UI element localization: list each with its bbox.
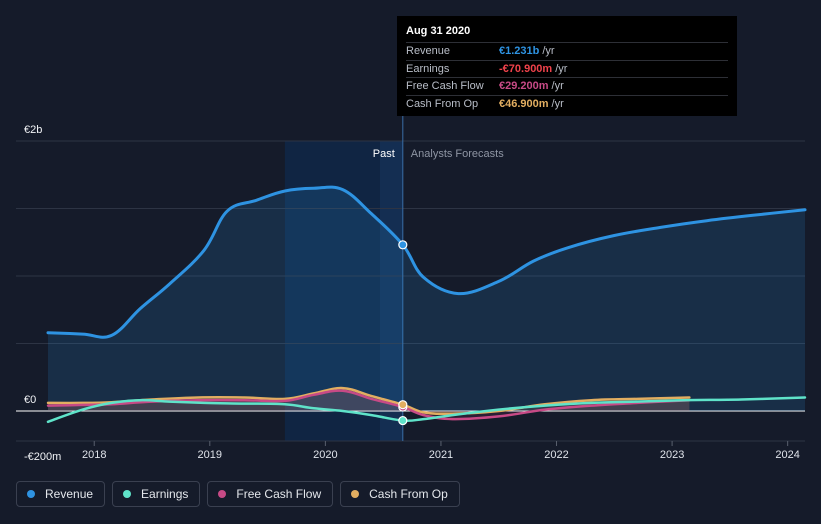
tooltip-unit: /yr — [542, 45, 555, 57]
legend-label: Earnings — [141, 487, 189, 501]
x-tick-label: 2020 — [313, 449, 337, 461]
y-axis-label: -€200m — [24, 451, 61, 463]
chart-legend: Revenue Earnings Free Cash Flow Cash Fro… — [16, 481, 460, 507]
legend-item-cash-from-op[interactable]: Cash From Op — [340, 481, 460, 507]
x-tick-label: 2019 — [198, 449, 222, 461]
tooltip-row-cash-from-op: Cash From Op €46.900m /yr — [406, 94, 728, 113]
tooltip-value: €1.231b — [499, 45, 540, 57]
legend-label: Free Cash Flow — [236, 487, 322, 501]
free-cash-flow-dot-icon — [218, 490, 227, 498]
tooltip-label: Revenue — [406, 45, 451, 57]
legend-item-revenue[interactable]: Revenue — [16, 481, 106, 507]
x-tick-label: 2021 — [429, 449, 453, 461]
tooltip-label: Earnings — [406, 62, 450, 75]
x-tick-label: 2018 — [82, 449, 106, 461]
x-tick-label: 2023 — [660, 449, 684, 461]
series-area — [48, 390, 690, 420]
y-axis-label: €2b — [24, 124, 42, 136]
tooltip-value: €46.900m — [499, 97, 549, 110]
y-axis-label: €0 — [24, 394, 36, 406]
x-tick-label: 2022 — [544, 449, 568, 461]
hover-marker — [398, 415, 408, 426]
legend-item-earnings[interactable]: Earnings — [112, 481, 201, 507]
data-tooltip: Aug 31 2020 Revenue €1.231b /yr Earnings… — [397, 16, 737, 116]
hover-marker — [398, 240, 408, 250]
past-label: Past — [373, 148, 395, 160]
tooltip-row-earnings: Earnings -€70.900m /yr — [406, 59, 728, 78]
series-line-free-cash-flow — [46, 389, 691, 421]
hover-band — [380, 141, 403, 441]
legend-label: Revenue — [45, 487, 94, 501]
legend-label: Cash From Op — [369, 487, 448, 501]
tooltip-date: Aug 31 2020 — [406, 25, 471, 37]
hover-marker — [398, 400, 408, 410]
tooltip-unit: /yr — [551, 97, 564, 110]
tooltip-row-free-cash-flow: Free Cash Flow €29.200m /yr — [406, 77, 728, 95]
forecast-label: Analysts Forecasts — [411, 148, 504, 160]
tooltip-value: -€70.900m — [499, 62, 553, 75]
series-line-revenue — [46, 185, 807, 339]
tooltip-row-revenue: Revenue €1.231b /yr — [406, 42, 728, 60]
tooltip-value: €29.200m — [499, 80, 549, 92]
legend-item-free-cash-flow[interactable]: Free Cash Flow — [207, 481, 334, 507]
tooltip-unit: /yr — [551, 80, 564, 92]
revenue-area — [48, 187, 805, 411]
tooltip-label: Free Cash Flow — [406, 80, 484, 92]
series-line-earnings — [46, 396, 807, 424]
x-tick-label: 2024 — [775, 449, 799, 461]
tooltip-label: Cash From Op — [406, 97, 479, 110]
tooltip-unit: /yr — [555, 62, 568, 75]
cash-from-op-dot-icon — [351, 490, 360, 498]
earnings-dot-icon — [123, 490, 132, 498]
revenue-dot-icon — [27, 490, 35, 498]
